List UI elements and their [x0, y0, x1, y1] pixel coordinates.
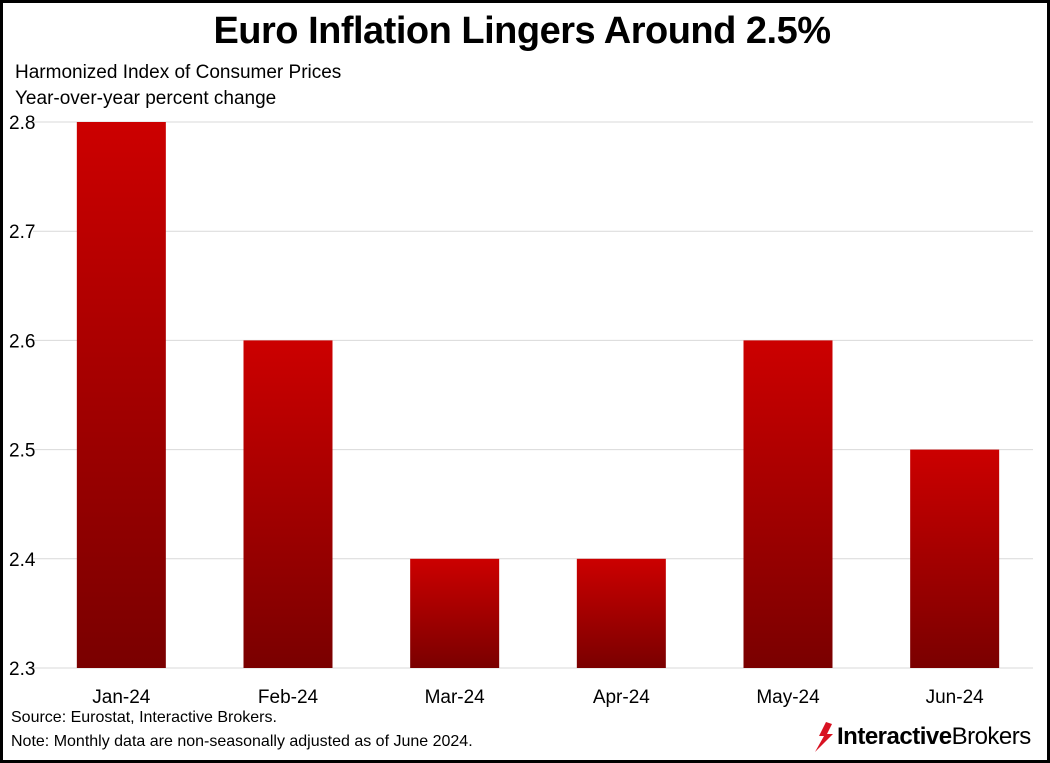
bar-may-24 — [743, 340, 833, 668]
y-tick-label: 2.8 — [9, 113, 35, 134]
x-axis-ticks: Jan-24 Feb-24 Mar-24 Apr-24 May-24 Jun-24 — [92, 687, 984, 708]
chart-title: Euro Inflation Lingers Around 2.5% — [213, 10, 831, 52]
bars — [76, 122, 1000, 668]
y-tick-label: 2.7 — [9, 222, 35, 243]
x-tick-label: Jan-24 — [92, 687, 151, 708]
x-tick-label: Apr-24 — [593, 687, 650, 708]
interactive-brokers-flame-icon — [815, 722, 833, 752]
logo-wordmark-bold: Interactive — [837, 723, 952, 750]
logo-wordmark-regular: Brokers — [951, 723, 1032, 750]
y-axis-ticks: 2.3 2.4 2.5 2.6 2.7 2.8 — [9, 113, 36, 680]
bar-jan-24 — [76, 122, 166, 668]
logo-wordmark: InteractiveBrokers — [837, 723, 1031, 751]
x-tick-label: Feb-24 — [258, 687, 319, 708]
bar-jun-24 — [910, 449, 1000, 668]
bar-apr-24 — [576, 558, 666, 668]
source-note: Source: Eurostat, Interactive Brokers. — [11, 709, 277, 726]
interactive-brokers-logo: InteractiveBrokers — [815, 720, 1031, 754]
x-tick-label: Mar-24 — [425, 687, 486, 708]
chart-subtitle-line-2: Year-over-year percent change — [15, 88, 277, 109]
y-tick-label: 2.4 — [9, 550, 36, 571]
footnote: Note: Monthly data are non-seasonally ad… — [11, 733, 473, 750]
x-tick-label: Jun-24 — [926, 687, 985, 708]
y-tick-label: 2.6 — [9, 331, 35, 352]
y-tick-label: 2.3 — [9, 659, 35, 680]
x-tick-label: May-24 — [756, 687, 820, 708]
bar-chart: 2.3 2.4 2.5 2.6 2.7 2.8 Jan-24 Feb-24 Mar-24 Apr… — [9, 113, 1033, 708]
gridlines — [33, 121, 1033, 669]
bar-mar-24 — [410, 558, 500, 668]
y-tick-label: 2.5 — [9, 441, 35, 462]
bar-feb-24 — [243, 340, 333, 668]
chart-subtitle-line-1: Harmonized Index of Consumer Prices — [15, 62, 342, 83]
